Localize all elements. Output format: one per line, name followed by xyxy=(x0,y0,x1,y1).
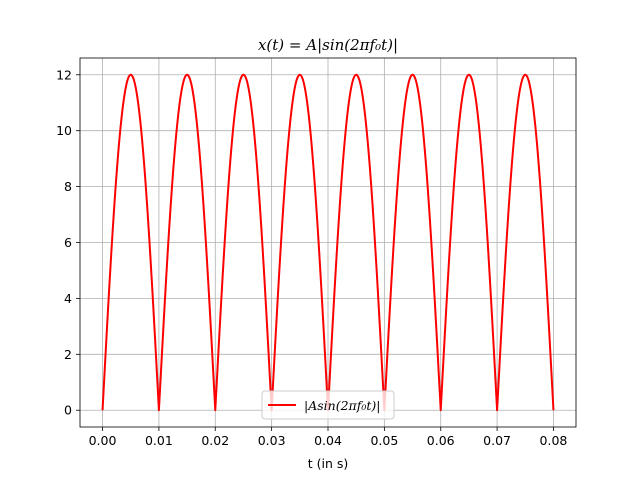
x-tick-label: 0.05 xyxy=(370,433,398,448)
y-tick-label: 6 xyxy=(64,235,72,250)
y-tick-label: 2 xyxy=(64,347,72,362)
x-tick-label: 0.08 xyxy=(540,433,568,448)
x-tick-label: 0.07 xyxy=(483,433,511,448)
legend: |Asin(2πf₀t)| xyxy=(261,390,395,420)
x-tick-label: 0.01 xyxy=(145,433,173,448)
y-tick-label: 4 xyxy=(64,291,72,306)
legend-label: |Asin(2πf₀t)| xyxy=(304,398,381,413)
y-tick-label: 0 xyxy=(64,403,72,418)
x-tick-label: 0.02 xyxy=(201,433,229,448)
ticks: 0.00 0.01 0.02 0.03 0.04 0.05 0.06 0.07 0.08 0 2 4 6… xyxy=(56,67,567,448)
y-tick-label: 10 xyxy=(56,123,72,138)
x-tick-label: 0.00 xyxy=(89,433,117,448)
x-tick-label: 0.03 xyxy=(258,433,286,448)
chart-title: x(t) = A|sin(2πf₀t)| xyxy=(258,36,398,54)
x-tick-label: 0.06 xyxy=(427,433,455,448)
y-tick-label: 12 xyxy=(56,67,72,82)
legend-box xyxy=(261,390,395,420)
x-axis-label: t (in s) xyxy=(308,456,349,471)
x-tick-label: 0.04 xyxy=(314,433,342,448)
y-tick-label: 8 xyxy=(64,179,72,194)
